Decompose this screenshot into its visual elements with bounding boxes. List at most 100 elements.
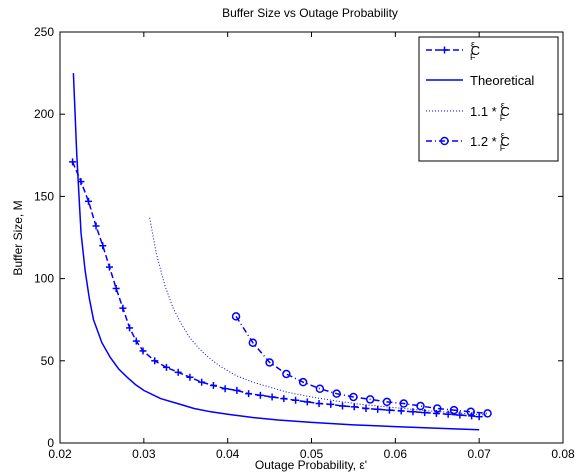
circle-marker xyxy=(365,395,375,404)
plus-marker xyxy=(397,407,405,415)
x-tick-label: 0.06 xyxy=(384,447,408,461)
legend-sub: F xyxy=(500,143,506,153)
y-axis-label: Buffer Size, M xyxy=(11,200,25,275)
plus-marker xyxy=(280,395,288,403)
legend-main: C xyxy=(471,43,480,58)
legend-main: 1.2 * C xyxy=(470,134,510,149)
plus-marker xyxy=(256,391,264,399)
plus-marker xyxy=(374,405,382,413)
y-tick-label: 200 xyxy=(34,107,54,121)
plus-marker xyxy=(444,410,452,418)
plus-marker xyxy=(292,396,300,404)
plus-marker xyxy=(186,373,194,381)
legend-main: Theoretical xyxy=(470,73,534,88)
circle-marker xyxy=(466,407,476,417)
plus-marker xyxy=(92,222,100,230)
circle-marker xyxy=(332,389,341,398)
plus-marker xyxy=(421,409,429,417)
legend-label: Theoretical xyxy=(470,73,534,88)
legend-sup: ε xyxy=(501,100,505,110)
series-line xyxy=(72,73,480,431)
plus-marker xyxy=(303,398,311,406)
circle-marker xyxy=(483,409,492,418)
circle-marker xyxy=(449,405,459,415)
legend-item: 1.1 * Cε F xyxy=(426,100,510,123)
legend-label: 1.2 * Cε F xyxy=(470,130,510,153)
plus-marker xyxy=(174,368,182,376)
chart-title: Buffer Size vs Outage Probability xyxy=(222,6,398,20)
plus-marker xyxy=(112,284,120,292)
x-tick-label: 0.07 xyxy=(467,447,491,461)
plus-marker xyxy=(350,403,358,411)
plus-marker xyxy=(233,386,241,394)
plus-marker xyxy=(69,158,77,166)
legend-item: Theoretical xyxy=(426,73,534,88)
x-tick-label: 0.03 xyxy=(132,447,156,461)
plus-marker xyxy=(151,357,159,365)
y-axis: 0 50 100 150 200 250 xyxy=(34,25,563,450)
series-0 xyxy=(69,158,483,421)
x-tick-label: 0.08 xyxy=(551,447,575,461)
plus-marker xyxy=(385,406,393,414)
circle-marker xyxy=(433,404,442,413)
x-axis: 0.02 0.03 0.04 0.05 0.06 0.07 0.08 xyxy=(48,32,575,461)
circle-marker xyxy=(265,358,274,367)
plus-marker xyxy=(99,242,107,250)
series-2 xyxy=(149,217,488,416)
plus-marker xyxy=(132,337,140,345)
y-tick-label: 0 xyxy=(47,436,54,450)
y-tick-label: 150 xyxy=(34,189,54,203)
legend-sup: ε xyxy=(471,39,475,49)
plus-marker xyxy=(432,409,440,417)
circle-marker xyxy=(298,377,308,387)
circle-marker xyxy=(382,397,392,407)
circle-marker xyxy=(282,369,291,379)
y-tick-label: 250 xyxy=(34,25,54,39)
plus-marker xyxy=(362,404,370,412)
plus-marker xyxy=(441,46,448,54)
plus-marker xyxy=(139,347,147,355)
circle-marker xyxy=(399,399,408,408)
x-axis-label: Outage Probability, ε' xyxy=(255,458,367,472)
plus-marker xyxy=(105,263,113,271)
series-1 xyxy=(72,73,480,431)
circle-marker xyxy=(349,392,358,402)
circle-marker xyxy=(440,136,449,146)
plus-marker xyxy=(245,390,253,398)
legend-sub: F xyxy=(500,113,506,123)
legend-item: 1.2 * Cε F xyxy=(426,130,510,153)
plus-marker xyxy=(119,304,127,312)
legend-label: 1.1 * Cε F xyxy=(470,100,510,123)
plus-marker xyxy=(268,393,276,401)
series-line xyxy=(71,161,480,418)
x-tick-label: 0.05 xyxy=(300,447,324,461)
legend-item: Cε F xyxy=(426,39,480,62)
legend-sup: ε xyxy=(501,130,505,140)
series-3 xyxy=(231,312,492,418)
legend-main: 1.1 * C xyxy=(470,104,510,119)
x-tick-label: 0.04 xyxy=(216,447,240,461)
plus-marker xyxy=(162,363,170,371)
circle-marker xyxy=(315,384,325,393)
circle-marker xyxy=(416,401,425,411)
plus-marker xyxy=(409,408,417,416)
plus-marker xyxy=(327,400,335,408)
plus-marker xyxy=(209,381,217,389)
series-layer xyxy=(69,73,492,431)
circle-marker xyxy=(248,338,258,347)
plus-marker xyxy=(126,324,134,332)
x-tick-label: 0.02 xyxy=(48,447,72,461)
plus-marker xyxy=(198,378,206,386)
plus-marker xyxy=(221,385,229,393)
plus-marker xyxy=(339,402,347,410)
y-tick-label: 50 xyxy=(41,354,55,368)
series-line xyxy=(235,315,488,415)
plus-marker xyxy=(85,197,93,205)
y-tick-label: 100 xyxy=(34,272,54,286)
circle-marker xyxy=(231,312,241,321)
legend-sub: F xyxy=(470,52,476,62)
plus-marker xyxy=(456,411,464,419)
plus-marker xyxy=(315,400,323,408)
